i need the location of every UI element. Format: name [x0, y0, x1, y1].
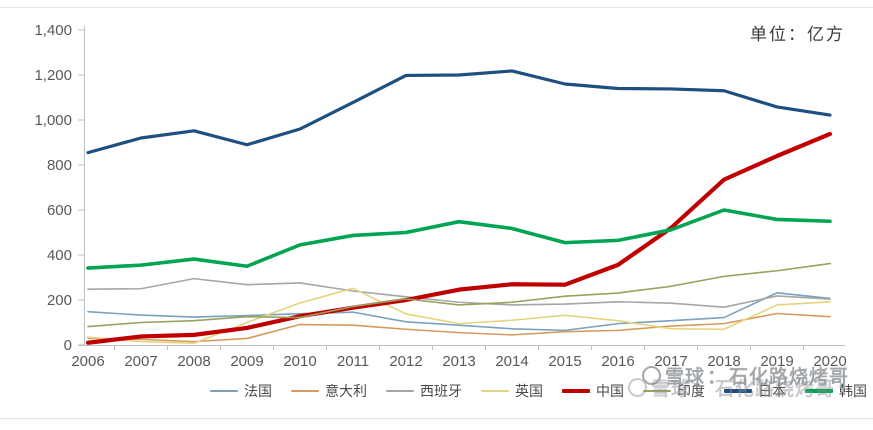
line-英国: [87, 287, 831, 345]
legend-item-中国: 中国: [562, 381, 624, 401]
unit-label: 单位：亿方: [750, 25, 845, 44]
legend-item-西班牙: 西班牙: [386, 381, 462, 401]
y-tick-label: 0: [64, 337, 72, 354]
chart-legend: 法国 意大利 西班牙 英国 中国 印度 日本 韩国: [210, 381, 867, 401]
y-tick-label: 1,400: [34, 22, 72, 39]
x-tick-label: 2014: [495, 353, 528, 370]
legend-label: 中国: [596, 383, 624, 399]
x-tick-label: 2011: [337, 353, 369, 370]
x-tick-label: 2018: [707, 353, 740, 370]
legend-dash-icon: [386, 390, 414, 392]
x-tick-label: 2008: [177, 353, 210, 370]
y-tick-label: 400: [47, 247, 72, 264]
x-tick-label: 2007: [124, 353, 157, 370]
legend-label: 印度: [677, 383, 705, 399]
y-tick-label: 1,000: [34, 112, 72, 129]
x-tick-label: 2009: [230, 353, 263, 370]
x-tick-label: 2019: [760, 353, 793, 370]
x-tick-label: 2020: [813, 353, 846, 370]
legend-dash-icon: [805, 389, 833, 393]
top-divider: [0, 7, 873, 8]
line-意大利: [87, 312, 831, 343]
legend-dash-icon: [643, 390, 671, 392]
line-日本: [86, 69, 832, 155]
bottom-divider: [0, 418, 873, 419]
legend-label: 意大利: [325, 383, 367, 399]
x-tick-label: 2017: [654, 353, 687, 370]
legend-dash-icon: [481, 390, 509, 392]
line-韩国: [86, 208, 832, 270]
x-tick-label: 2012: [389, 353, 422, 370]
x-tick-label: 2015: [548, 353, 581, 370]
line-中国: [85, 131, 833, 345]
line-印度: [87, 262, 831, 328]
y-tick-label: 600: [47, 202, 72, 219]
x-tick-label: 2016: [601, 353, 634, 370]
y-tick-label: 1,200: [34, 67, 72, 84]
legend-item-英国: 英国: [481, 381, 543, 401]
legend-item-日本: 日本: [724, 381, 786, 401]
x-tick-label: 2006: [71, 353, 104, 370]
legend-dash-icon: [562, 389, 590, 393]
legend-item-韩国: 韩国: [805, 381, 867, 401]
legend-label: 法国: [244, 383, 272, 399]
legend-item-法国: 法国: [210, 381, 272, 401]
x-tick-label: 2010: [283, 353, 316, 370]
x-tick-label: 2013: [442, 353, 475, 370]
legend-dash-icon: [291, 390, 319, 392]
line-西班牙: [87, 277, 831, 309]
legend-dash-icon: [210, 390, 238, 392]
legend-label: 西班牙: [420, 383, 462, 399]
legend-item-印度: 印度: [643, 381, 705, 401]
legend-label: 日本: [758, 383, 786, 399]
line-法国: [87, 291, 831, 332]
legend-label: 英国: [515, 383, 543, 399]
legend-dash-icon: [724, 389, 752, 393]
legend-label: 韩国: [839, 383, 867, 399]
y-tick-label: 800: [47, 157, 72, 174]
y-tick-label: 200: [47, 292, 72, 309]
legend-item-意大利: 意大利: [291, 381, 367, 401]
